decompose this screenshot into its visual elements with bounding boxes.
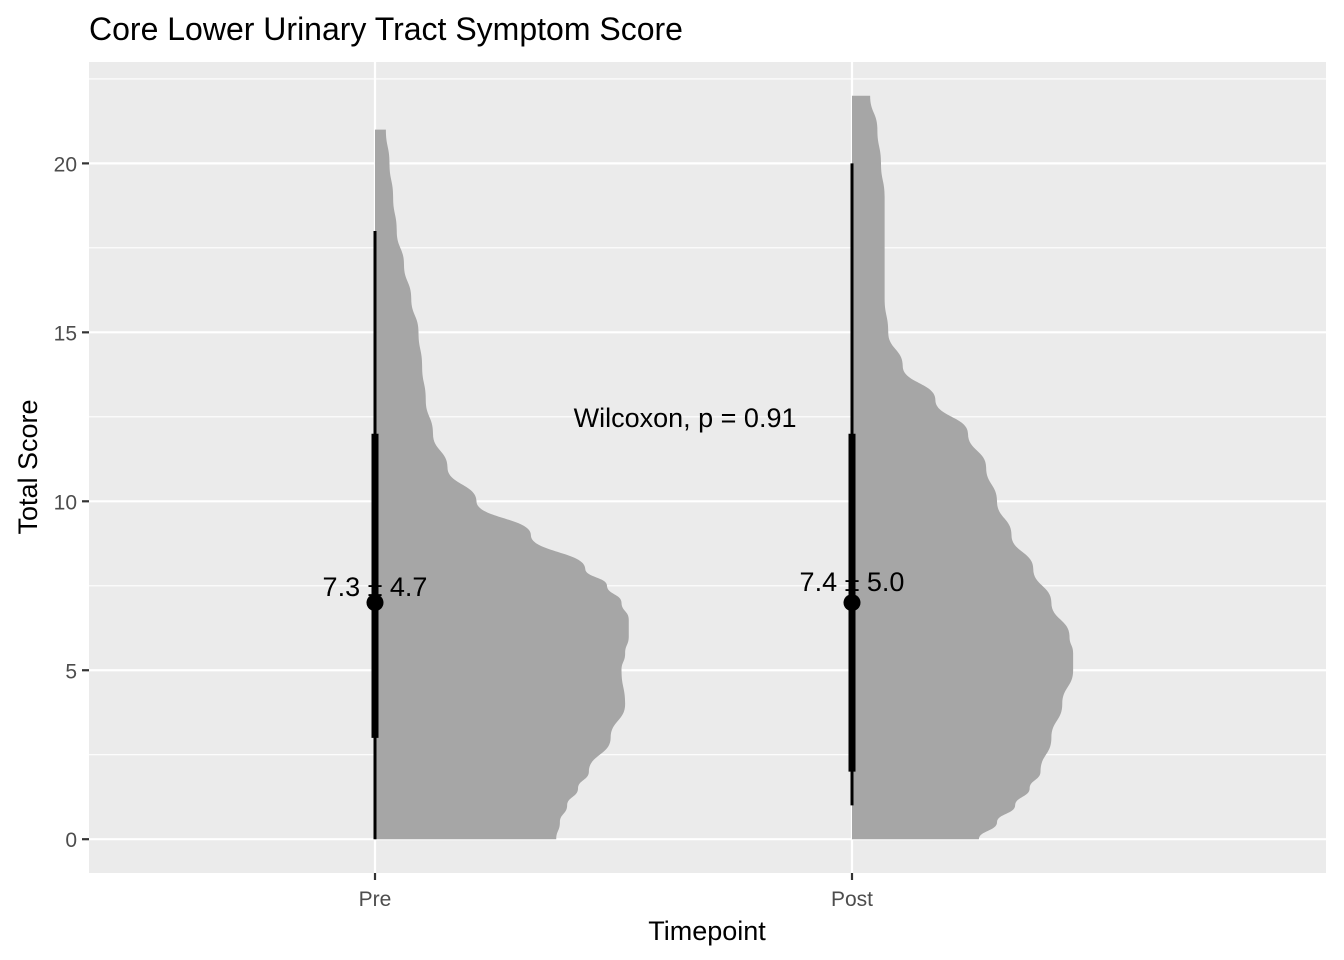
stat-annotation: Wilcoxon, p = 0.91	[574, 403, 797, 433]
chart-title: Core Lower Urinary Tract Symptom Score	[89, 11, 683, 47]
median-point-pre	[366, 594, 384, 612]
violin-pre	[375, 129, 629, 840]
summary-label-pre: 7.3 ± 4.7	[323, 572, 428, 602]
x-tick-label-post: Post	[831, 888, 873, 911]
panel-background	[89, 62, 1326, 873]
y-tick-label: 10	[54, 491, 77, 514]
summary-label-post: 7.4 ± 5.0	[800, 567, 905, 597]
y-tick-label: 15	[54, 322, 77, 345]
y-tick-label: 5	[65, 660, 77, 683]
x-axis-title: Timepoint	[648, 916, 766, 946]
x-tick-label-pre: Pre	[359, 888, 392, 911]
data-labels: 7.3 ± 4.7 7.4 ± 5.0	[323, 567, 905, 602]
y-tick-label: 20	[54, 153, 77, 176]
violins	[375, 95, 1074, 840]
summary-intervals	[366, 163, 861, 840]
violin-post	[852, 95, 1074, 840]
y-axis-title: Total Score	[13, 399, 43, 534]
axes: 0 5 10 15 20 Pre Post	[54, 153, 874, 911]
median-point-post	[843, 594, 861, 612]
y-tick-label: 0	[65, 829, 77, 852]
